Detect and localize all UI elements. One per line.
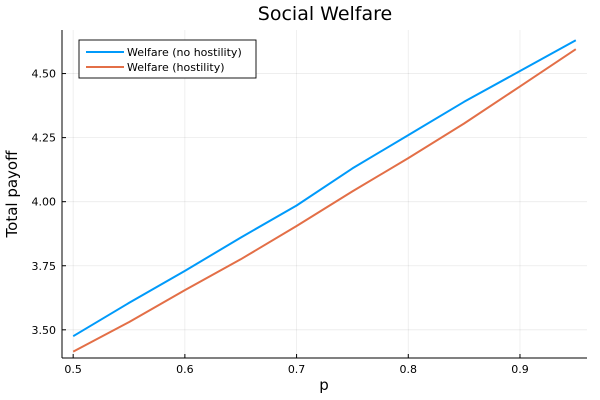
legend: Welfare (no hostility) Welfare (hostilit… (78, 39, 257, 79)
y-tick-label: 4.50 (32, 68, 57, 81)
x-axis-title: p (319, 376, 329, 394)
series-line-hostility (72, 48, 577, 353)
x-axis-ticks: 0.5 0.6 0.7 0.8 0.9 (64, 354, 529, 376)
x-tick-label: 0.8 (400, 363, 418, 376)
x-tick-label: 0.7 (288, 363, 306, 376)
y-tick-label: 4.00 (32, 196, 57, 209)
y-tick-label: 3.50 (32, 324, 57, 337)
x-tick-label: 0.5 (64, 363, 82, 376)
chart-title: Social Welfare (258, 3, 392, 25)
plot-lines (72, 39, 577, 353)
series-line-no-hostility (72, 39, 577, 338)
y-axis-title: Total payoff (3, 150, 21, 239)
legend-label-no-hostility: Welfare (no hostility) (127, 46, 242, 59)
axes (61, 30, 587, 359)
legend-box (78, 39, 257, 79)
y-tick-label: 4.25 (32, 132, 57, 145)
x-tick-label: 0.6 (176, 363, 194, 376)
legend-label-hostility: Welfare (hostility) (127, 61, 225, 74)
y-tick-label: 3.75 (32, 260, 57, 273)
gridlines (62, 30, 587, 358)
x-tick-label: 0.9 (511, 363, 529, 376)
y-axis-ticks: 3.50 3.75 4.00 4.25 4.50 (32, 68, 66, 337)
